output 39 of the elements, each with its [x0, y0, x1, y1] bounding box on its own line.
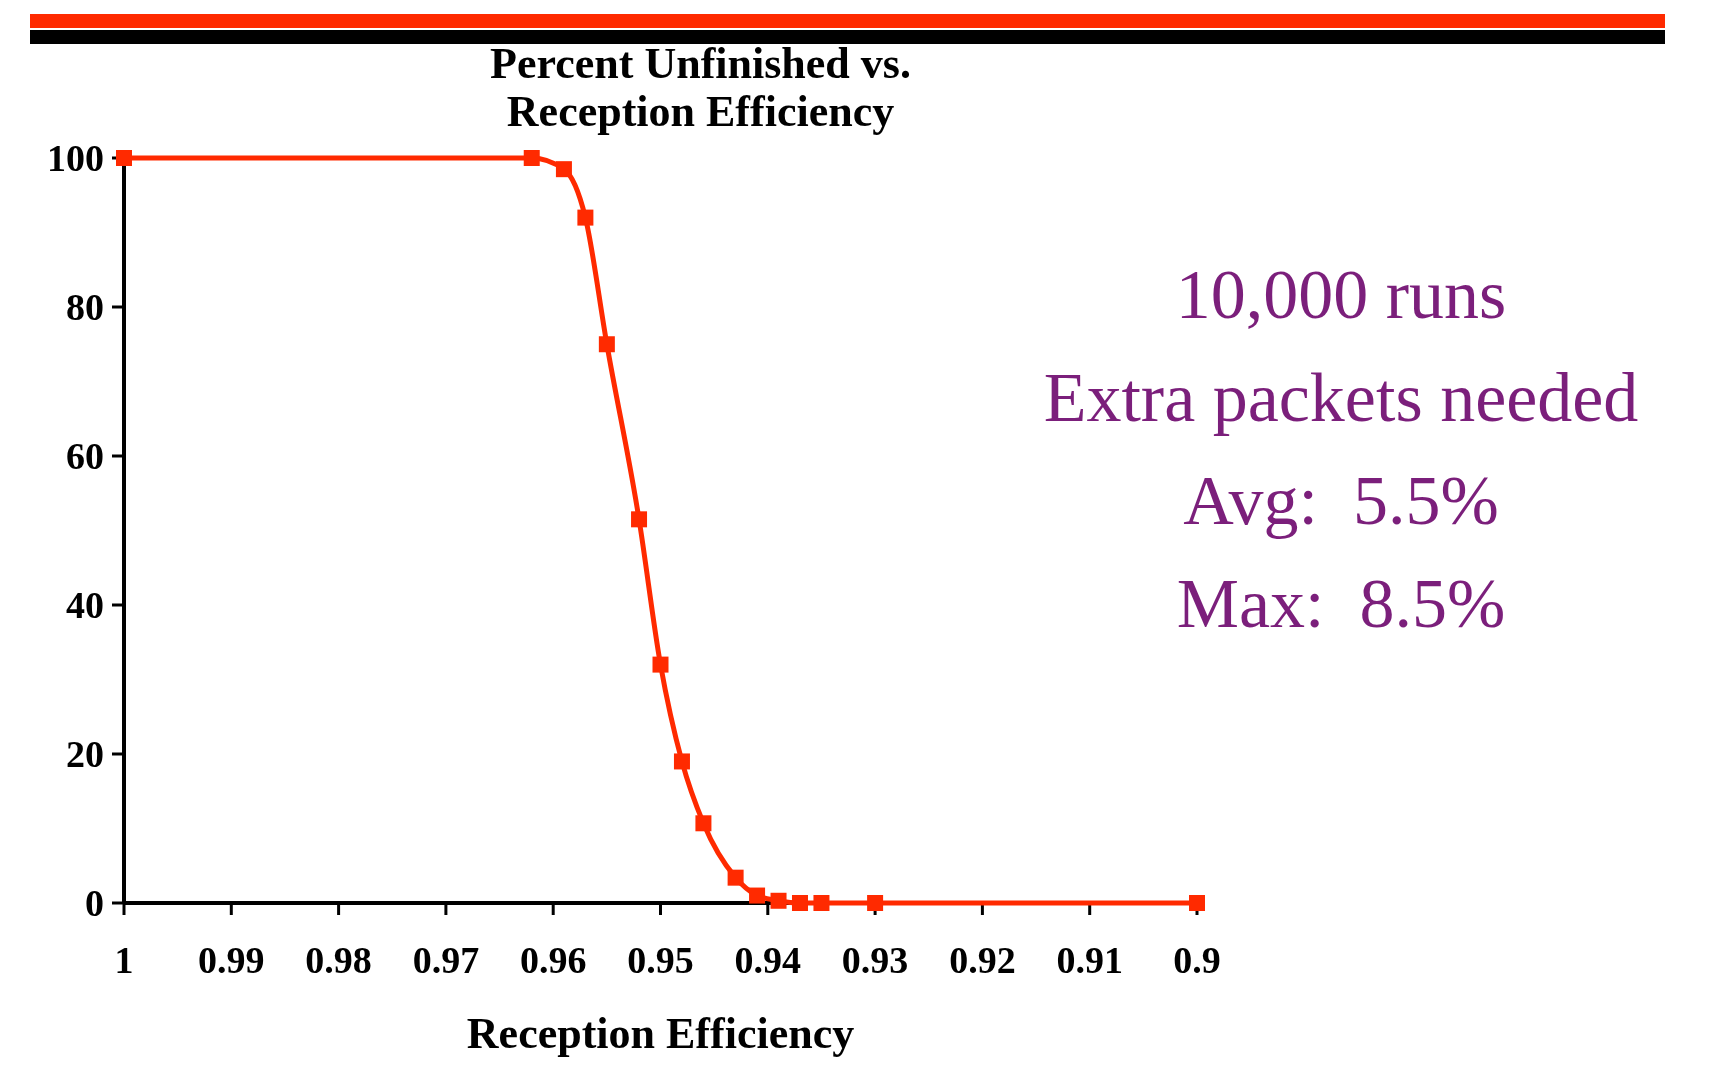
point [652, 656, 669, 673]
x-tick-label: 0.98 [305, 939, 372, 981]
x-tick-label: 0.96 [519, 939, 587, 981]
annotation: 10,000 runs [1175, 256, 1507, 333]
point [749, 887, 766, 904]
x-axis-title: Reception Efficiency [466, 1009, 855, 1058]
point [770, 892, 787, 909]
point [577, 209, 594, 226]
point [631, 511, 648, 528]
annotation: Avg: 5.5% [1183, 462, 1499, 539]
y-tick-label: 40 [66, 584, 104, 627]
annotation: Extra packets needed [1043, 359, 1639, 436]
point [598, 336, 615, 353]
x-tick-label: 0.9 [1173, 939, 1221, 981]
x-tick-label: 0.94 [734, 939, 802, 981]
x-tick-label: 0.91 [1056, 939, 1123, 981]
x-tick-label: 0.95 [627, 939, 694, 981]
point [673, 753, 690, 770]
point [727, 869, 744, 886]
x-tick-label: 0.97 [412, 939, 480, 981]
x-tick-label: 0.99 [198, 939, 265, 981]
point [1189, 895, 1205, 911]
point [867, 895, 884, 911]
chart-title: Percent Unfinished vs. Reception Efficiency [490, 39, 911, 136]
point [116, 150, 132, 166]
point [555, 161, 572, 178]
point [695, 815, 712, 832]
y-tick-label: 20 [66, 733, 104, 776]
x-tick-label: 0.92 [949, 939, 1016, 981]
x-tick-label: 1 [114, 939, 134, 981]
y-tick-label: 60 [66, 435, 104, 478]
x-tick-label: 0.93 [841, 939, 909, 981]
annotation: Max: 8.5% [1176, 565, 1506, 642]
point [523, 150, 540, 166]
y-tick-label: 80 [66, 286, 104, 329]
point [791, 895, 808, 911]
y-tick-label: 0 [85, 882, 104, 925]
point [813, 895, 830, 911]
y-tick-label: 100 [47, 137, 104, 180]
